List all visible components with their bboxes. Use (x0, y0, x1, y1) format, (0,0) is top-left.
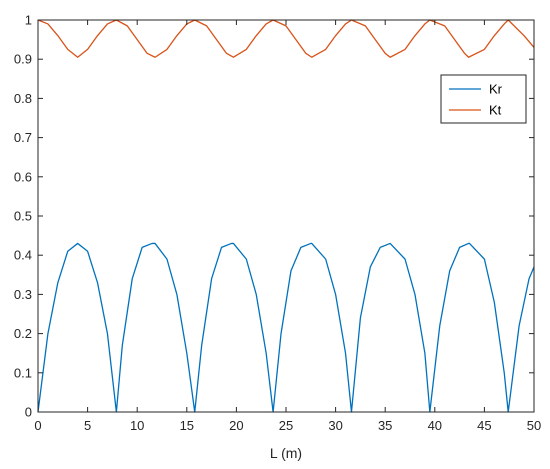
y-tick-label: 0.9 (14, 52, 32, 67)
x-axis-label: L (m) (270, 445, 302, 461)
legend-label-kr: Kr (489, 82, 503, 97)
x-tick-label: 15 (180, 418, 194, 433)
y-tick-label: 0 (25, 405, 32, 420)
x-tick-label: 5 (84, 418, 91, 433)
y-tick-label: 0.7 (14, 130, 32, 145)
x-tick-label: 30 (328, 418, 342, 433)
x-tick-label: 45 (477, 418, 491, 433)
series-line-kt (37, 19, 535, 58)
x-tick-label: 35 (378, 418, 392, 433)
x-tick-label: 0 (34, 418, 41, 433)
x-tick-label: 40 (428, 418, 442, 433)
legend: Kr Kt (440, 74, 527, 124)
x-tick-label: 20 (229, 418, 243, 433)
x-tick-label: 50 (527, 418, 541, 433)
legend-box (440, 74, 527, 124)
y-tick-label: 0.4 (14, 248, 32, 263)
y-tick-label: 0.3 (14, 287, 32, 302)
y-tick-label: 0.8 (14, 91, 32, 106)
x-axis: 0 5 10 15 20 25 30 35 40 45 50 (34, 20, 541, 433)
x-tick-label: 25 (279, 418, 293, 433)
y-axis: 0 0.1 0.2 0.3 0.4 0.5 0.6 0.7 0.8 0.9 1 (14, 13, 534, 420)
series-layer (37, 19, 535, 413)
y-tick-label: 1 (25, 13, 32, 28)
y-tick-label: 0.5 (14, 209, 32, 224)
y-tick-label: 0.2 (14, 326, 32, 341)
x-tick-label: 10 (130, 418, 144, 433)
series-line-kr (37, 242, 535, 413)
y-tick-label: 0.6 (14, 169, 32, 184)
legend-label-kt: Kt (489, 103, 502, 118)
y-tick-label: 0.1 (14, 365, 32, 380)
